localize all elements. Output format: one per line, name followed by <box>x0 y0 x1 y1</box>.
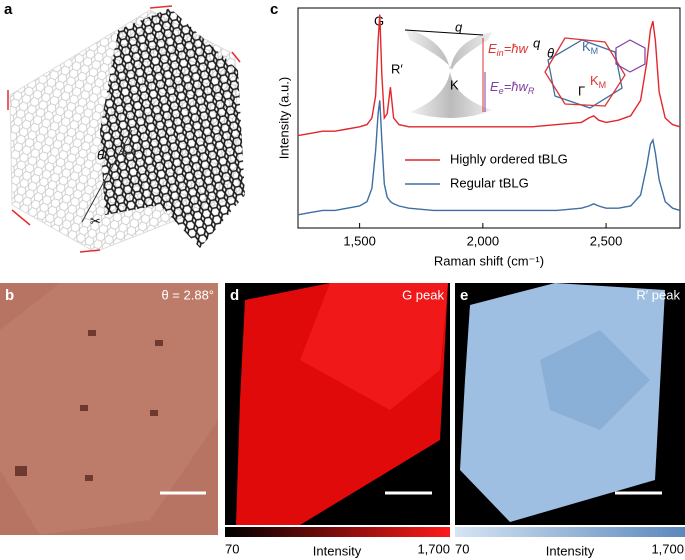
x-tick-label: 1,500 <box>343 233 376 248</box>
x-tick-label: 2,500 <box>590 233 623 248</box>
angle-arc <box>119 149 137 155</box>
annotation: Ee=ħwR <box>490 79 535 96</box>
annotation-part: =ħw <box>504 41 530 56</box>
annotation: q <box>455 19 463 34</box>
colorbar-title: Intensity <box>313 543 362 558</box>
flake <box>0 283 218 535</box>
annotation: R′ peak <box>636 287 680 302</box>
cut-line <box>81 129 133 223</box>
colorbar-title: Intensity <box>546 543 595 558</box>
bz-red <box>544 37 626 107</box>
x-axis-label: Raman shift (cm⁻¹) <box>434 253 544 268</box>
annotation: Ein=ħw <box>488 41 530 58</box>
colorbar <box>455 527 685 537</box>
bz-small <box>615 39 646 73</box>
angle-label: θ <box>97 147 104 162</box>
scissors: ✂ <box>90 213 101 228</box>
annotation-part: =ħw <box>504 79 530 94</box>
y-axis-label: Intensity (a.u.) <box>276 77 291 159</box>
annotation: θ = 2.88° <box>161 287 214 302</box>
annotation: KM <box>582 39 598 56</box>
colorbar-min: 70 <box>455 541 469 556</box>
annotation: R′ <box>391 61 403 76</box>
annotation-part: K <box>582 39 591 54</box>
panel-c: c Intensity (a.u.) Raman shift (cm⁻¹) G … <box>270 1 681 268</box>
legend-label: Highly ordered tBLG <box>450 151 568 166</box>
panel-d: d G peak 70 Intensity 1,700 <box>225 283 450 558</box>
panel-e: e R′ peak 70 Intensity 1,700 <box>455 283 685 558</box>
annotation: q <box>533 35 541 50</box>
defects <box>15 330 163 481</box>
panel-label: a <box>4 1 13 18</box>
panel-label: e <box>460 287 468 304</box>
edge-marks <box>7 5 241 253</box>
annotation: Γ <box>578 83 585 98</box>
region <box>540 330 650 430</box>
cone-top <box>405 28 492 70</box>
annotation-part: E <box>490 79 499 94</box>
colorbar <box>225 527 450 537</box>
series-line <box>297 14 681 137</box>
colorbar-max: 1,700 <box>417 541 450 556</box>
annotation-part: M <box>599 80 607 90</box>
panel-label: b <box>5 287 14 304</box>
cone-bottom <box>410 72 492 119</box>
q-arrow <box>404 29 484 36</box>
annotation-part: in <box>497 48 504 58</box>
panel-label: c <box>270 1 278 18</box>
series-line <box>297 100 681 216</box>
colorbar-min: 70 <box>225 541 239 556</box>
panel-a: ✂ a θ <box>4 1 245 253</box>
x-tick-label: 2,000 <box>467 233 500 248</box>
annotation-part: M <box>591 46 599 56</box>
legend-label: Regular tBLG <box>450 175 529 190</box>
annotation: K <box>450 77 459 92</box>
panel-label: d <box>230 287 239 304</box>
plot-frame <box>297 7 681 229</box>
region <box>300 283 448 410</box>
annotation-part: e <box>499 86 504 96</box>
annotation-part: R <box>528 86 535 96</box>
annotation-part: E <box>488 41 497 56</box>
annotation: θ <box>547 45 554 60</box>
bz-blue <box>547 39 623 109</box>
annotation-part: K <box>590 73 599 88</box>
colorbar-max: 1,700 <box>651 541 684 556</box>
annotation: G peak <box>402 287 444 302</box>
dark-sheet <box>100 8 245 248</box>
panel-b: b θ = 2.88° <box>0 283 218 535</box>
annotation: KM <box>590 73 606 90</box>
